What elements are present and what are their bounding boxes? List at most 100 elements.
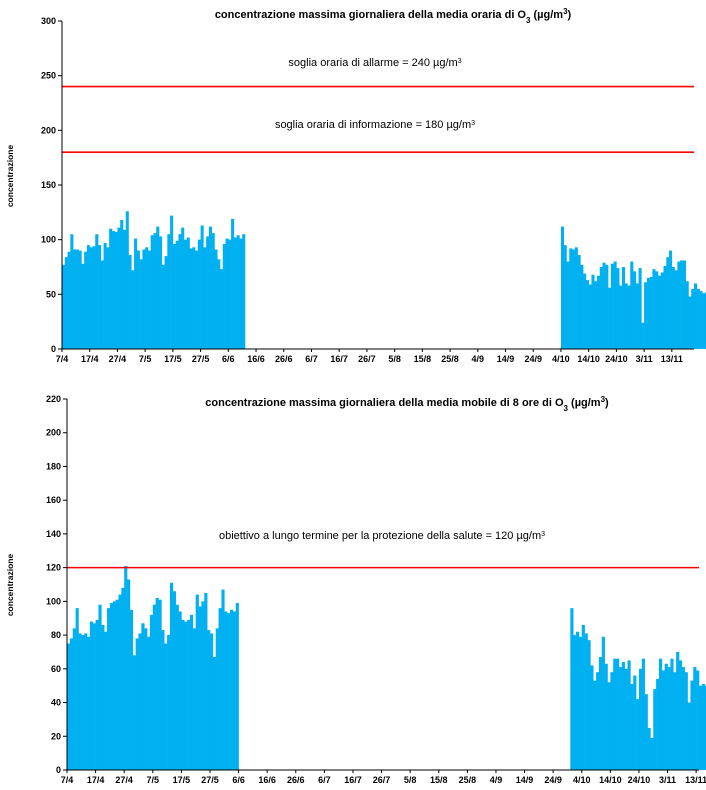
chart-1-bar xyxy=(228,239,232,349)
chart-2-bar xyxy=(209,633,214,770)
chart-1-bar xyxy=(134,238,138,349)
chart-2-bar xyxy=(670,658,674,770)
chart-1-bar xyxy=(566,261,570,349)
chart-2-bar xyxy=(78,633,82,770)
chart-1-bar xyxy=(652,269,656,349)
chart-2-bar xyxy=(72,628,76,770)
chart-1-bar xyxy=(694,283,698,349)
chart-1-bar xyxy=(197,239,201,349)
chart-2-x-tick-label: 7/5 xyxy=(147,775,160,785)
chart-2-bar xyxy=(221,589,225,770)
chart-2-x-tick-label: 14/9 xyxy=(516,775,534,785)
chart-2-bar xyxy=(109,603,114,770)
chart-2-bar xyxy=(84,633,88,770)
chart-1-bar xyxy=(696,288,700,349)
chart-1-x-tick-label: 4/10 xyxy=(552,354,570,364)
chart-1-bar xyxy=(206,236,210,349)
chart-2-bar xyxy=(155,597,159,770)
chart-2-bar xyxy=(89,621,94,770)
chart-2-y-tick-label: 180 xyxy=(46,461,61,471)
chart-1-bar xyxy=(195,250,199,349)
chart-1-bars xyxy=(62,211,706,349)
chart-2-y-tick-label: 100 xyxy=(46,596,61,606)
chart-1-bar xyxy=(635,283,639,349)
chart-1-bar xyxy=(153,233,157,349)
chart-2-x-tick-label: 27/4 xyxy=(115,775,133,785)
chart-1-y-axis: 0 50 100 150 200 250 300 xyxy=(41,16,63,354)
chart-2-bar xyxy=(75,608,79,770)
chart-2-threshold-lines: obiettivo a lungo termine per la protezi… xyxy=(67,530,699,569)
chart-2-bar xyxy=(224,611,228,770)
chart-2-bar xyxy=(212,657,217,770)
chart-1-bar xyxy=(95,234,99,349)
chart-2-bar xyxy=(67,643,71,770)
chart-1-bar xyxy=(236,235,240,349)
chart-1-bar xyxy=(657,275,662,349)
chart-2-bar xyxy=(121,587,125,770)
chart-2-x-tick-label: 16/7 xyxy=(344,775,362,785)
chart-2-bar xyxy=(678,660,683,770)
chart-1-bar xyxy=(649,276,653,349)
chart-1-bar xyxy=(178,234,182,349)
chart-1-bar xyxy=(663,265,667,349)
chart-1-bar xyxy=(120,219,124,349)
chart-1-bar xyxy=(81,263,85,349)
chart-1-bar xyxy=(75,249,79,349)
chart-1-bar xyxy=(114,232,118,349)
chart-1-x-tick-label: 24/9 xyxy=(524,354,542,364)
chart-1-bar xyxy=(192,247,196,349)
chart-2-y-axis: 0 20 40 60 80 100 120 140 160 180 200 220 xyxy=(46,394,68,775)
chart-2-bar xyxy=(169,582,174,770)
chart-1-bar xyxy=(585,280,589,349)
chart-2-bar xyxy=(673,672,677,770)
chart-2-x-tick-label: 4/9 xyxy=(490,775,503,785)
chart-2-x-tick-label: 17/4 xyxy=(87,775,105,785)
chart-2-bar xyxy=(135,638,139,770)
chart-1-bar xyxy=(139,259,143,349)
chart-1-bar xyxy=(231,218,235,349)
chart-1-bar xyxy=(208,226,212,349)
chart-2-bar xyxy=(158,599,162,770)
chart-1-bar xyxy=(128,254,132,349)
chart-1-bar xyxy=(122,229,127,349)
chart-2-bar xyxy=(693,667,697,770)
chart-2-bar xyxy=(633,675,637,770)
chart-2-bar xyxy=(581,624,585,770)
chart-1-bar xyxy=(64,257,68,349)
chart-2-bar xyxy=(593,680,597,770)
chart-2-y-tick-label: 220 xyxy=(46,394,61,404)
chart-2-bar xyxy=(101,624,105,770)
chart-1-x-tick-label: 16/6 xyxy=(247,354,265,364)
chart-1-x-tick-label: 3/11 xyxy=(636,354,653,364)
chart-1-bar xyxy=(70,234,74,349)
chart-2-x-tick-label: 27/5 xyxy=(201,775,219,785)
chart-2-bar xyxy=(175,604,179,770)
chart-1-x-tick-label: 6/7 xyxy=(305,354,318,364)
chart-1-bar xyxy=(164,256,168,349)
chart-2-y-tick-label: 0 xyxy=(56,765,61,775)
chart-2-x-axis: 7/4 17/4 27/4 7/5 17/5 27/5 6/6 16/6 26/6 6/7 16/7… xyxy=(61,769,706,785)
chart-2-bar xyxy=(81,635,85,770)
chart-1-bar xyxy=(73,249,77,349)
chart-2-bar xyxy=(230,609,234,770)
chart-1-bar xyxy=(181,227,185,349)
chart-1-bar xyxy=(699,291,703,349)
chart-1-bar xyxy=(633,271,637,349)
chart-2-bar xyxy=(118,594,122,770)
chart-2-bar xyxy=(630,684,634,770)
chart-1-bar xyxy=(109,228,113,349)
chart-1-bar xyxy=(572,249,576,349)
chart-2-x-tick-label: 15/8 xyxy=(430,775,448,785)
chart-1-y-tick-label: 50 xyxy=(46,289,56,299)
chart-2-bar xyxy=(87,636,91,770)
chart-1-x-axis: 7/4 17/4 27/4 7/5 17/5 27/5 6/6 16/6 26/6 6/7 16/7… xyxy=(56,348,694,364)
chart-1-bar xyxy=(103,242,107,349)
chart-2-bar xyxy=(149,614,154,770)
chart-2-x-tick-label: 6/6 xyxy=(232,775,245,785)
chart-1-bar xyxy=(691,288,695,349)
chart-2-bar xyxy=(178,611,182,770)
chart-2-y-tick-label: 160 xyxy=(46,495,61,505)
chart-1-bar xyxy=(84,251,88,349)
chart-2-bar xyxy=(604,663,608,770)
chart-2-bar xyxy=(636,699,640,770)
